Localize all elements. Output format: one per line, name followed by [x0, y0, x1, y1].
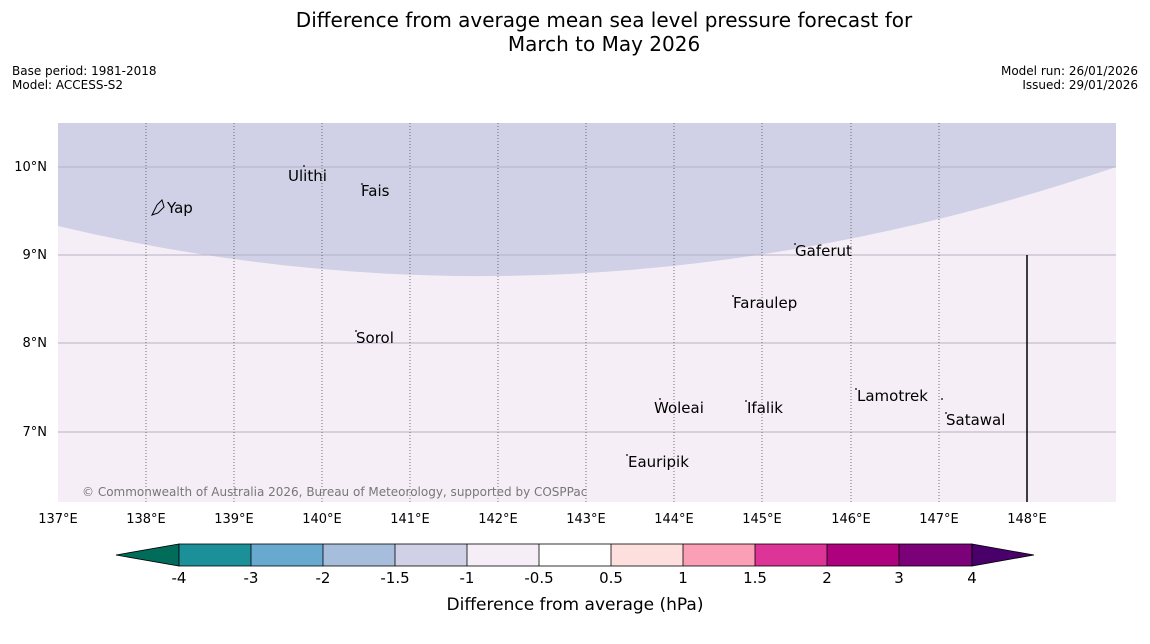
place-eauripik: Eauripik	[628, 453, 689, 471]
colorbar-label: Difference from average (hPa)	[447, 595, 704, 615]
title-line-2: March to May 2026	[507, 32, 701, 56]
colorbar-tick: 4	[967, 569, 977, 587]
colorbar-swatch	[323, 544, 395, 566]
colorbar-swatch	[899, 544, 972, 566]
place-satawal: Satawal	[946, 411, 1005, 429]
place-faraulep: Faraulep	[733, 294, 797, 312]
colorbar-swatch	[179, 544, 251, 566]
colorbar-outline	[178, 543, 973, 567]
model-run: Model run: 26/01/2026	[1000, 64, 1138, 78]
colorbar-swatch	[755, 544, 827, 566]
colorbar-extend-low	[115, 543, 180, 567]
colorbar-swatch	[683, 544, 755, 566]
colorbar-swatch	[827, 544, 899, 566]
lon-gridlines	[145, 123, 940, 502]
lon-label-142e: 142°E	[478, 512, 518, 527]
place-gaferut: Gaferut	[795, 242, 852, 260]
lon-label-148e: 148°E	[1007, 512, 1047, 527]
lat-label-9n: 9°N	[23, 248, 48, 263]
colorbar-swatch	[251, 544, 323, 566]
colorbar-tick: 3	[894, 569, 904, 587]
lon-label-146e: 146°E	[831, 512, 871, 527]
colorbar-swatch	[467, 544, 539, 566]
yap-island-icon	[151, 199, 165, 216]
base-period: Base period: 1981-2018	[12, 64, 157, 78]
colorbar-swatch	[539, 544, 611, 566]
place-ulithi: Ulithi	[288, 167, 327, 185]
copyright-text: © Commonwealth of Australia 2026, Bureau…	[82, 485, 587, 499]
title-line-1: Difference from average mean sea level p…	[295, 8, 913, 32]
lon-label-138e: 138°E	[126, 512, 166, 527]
region-north	[58, 123, 1116, 277]
colorbar-tick: 1	[678, 569, 688, 587]
lon-label-143e: 143°E	[566, 512, 606, 527]
lat-label-8n: 8°N	[23, 336, 48, 351]
model-name: Model: ACCESS-S2	[12, 78, 124, 92]
lat-label-7n: 7°N	[23, 425, 48, 440]
colorbar-tick: 0.5	[599, 569, 623, 587]
place-yap: Yap	[166, 199, 193, 217]
meta-right: Model run: 26/01/2026 Issued: 29/01/2026	[1001, 64, 1138, 92]
colorbar	[115, 543, 1035, 567]
lon-label-145e: 145°E	[742, 512, 782, 527]
colorbar-swatch	[611, 544, 683, 566]
colorbar-tick: -0.5	[524, 569, 553, 587]
colorbar-tick: 2	[822, 569, 832, 587]
colorbar-swatch	[395, 544, 467, 566]
colorbar-tick: -2	[316, 569, 331, 587]
colorbar-tick: -1.5	[380, 569, 409, 587]
place-lamotrek: Lamotrek	[857, 387, 928, 405]
lon-label-140e: 140°E	[302, 512, 342, 527]
place-sorol: Sorol	[356, 329, 394, 347]
colorbar-tick: -4	[172, 569, 187, 587]
lon-label-144e: 144°E	[654, 512, 694, 527]
island-dots	[303, 165, 947, 456]
lon-label-137e: 137°E	[38, 512, 78, 527]
colorbar-tick: -1	[460, 569, 475, 587]
lon-label-147e: 147°E	[919, 512, 959, 527]
lon-label-139e: 139°E	[214, 512, 254, 527]
meta-left: Base period: 1981-2018 Model: ACCESS-S2	[12, 64, 157, 92]
place-ifalik: Ifalik	[747, 399, 783, 417]
lat-label-10n: 10°N	[14, 160, 47, 175]
place-fais: Fais	[361, 182, 390, 200]
lon-label-141e: 141°E	[390, 512, 430, 527]
colorbar-tick: -3	[244, 569, 259, 587]
place-woleai: Woleai	[654, 399, 704, 417]
colorbar-extend-high	[971, 543, 1035, 567]
colorbar-tick: 1.5	[743, 569, 767, 587]
chart-title: Difference from average mean sea level p…	[0, 8, 1150, 56]
issued-date: Issued: 29/01/2026	[1022, 78, 1138, 92]
